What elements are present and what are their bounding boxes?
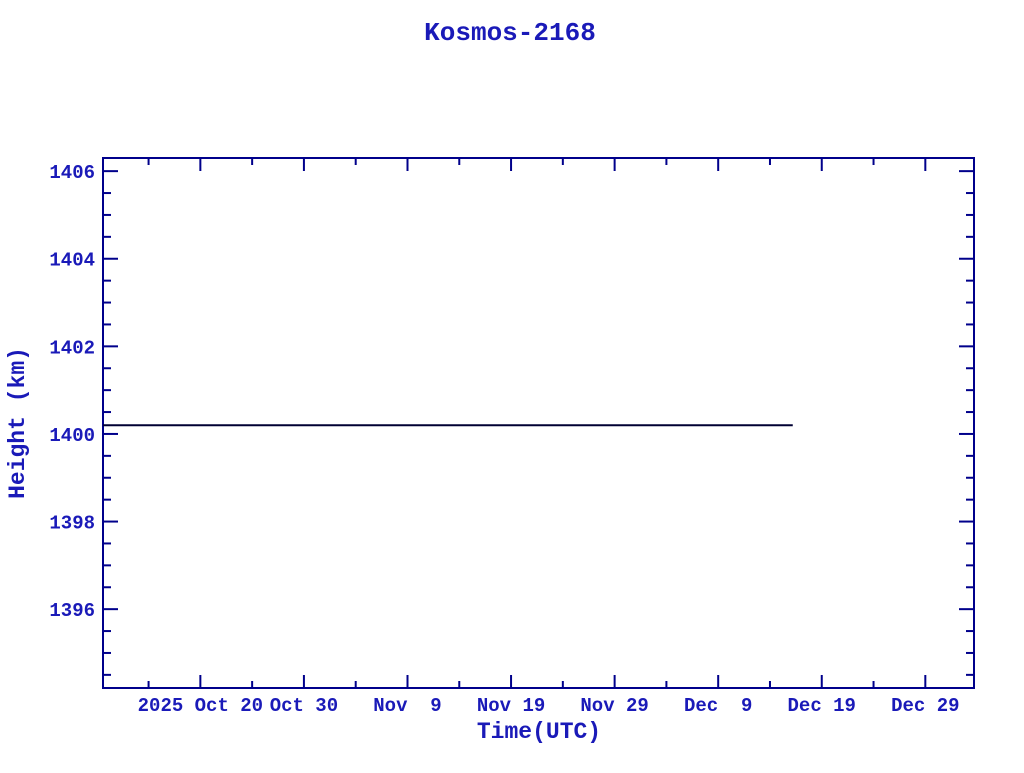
x-tick-label: 2025 Oct 20	[138, 695, 263, 717]
y-tick-label: 1400	[49, 425, 95, 447]
y-tick-label: 1396	[49, 600, 95, 622]
x-tick-label: Nov 19	[477, 695, 545, 717]
y-tick-label: 1398	[49, 513, 95, 535]
y-tick-label: 1402	[49, 337, 95, 359]
x-tick-label: Dec 9	[684, 695, 752, 717]
x-tick-label: Nov 29	[580, 695, 648, 717]
y-tick-label: 1404	[49, 250, 95, 272]
x-tick-label: Dec 19	[788, 695, 856, 717]
x-axis-label: Time(UTC)	[477, 719, 601, 745]
x-tick-label: Dec 29	[891, 695, 959, 717]
y-axis-label: Height (km)	[5, 347, 31, 499]
x-tick-label: Nov 9	[373, 695, 441, 717]
chart-title: Kosmos-2168	[424, 18, 596, 48]
y-tick-label: 1406	[49, 162, 95, 184]
chart-frame	[102, 157, 975, 689]
plot-area: 2025 Oct 20 Oct 30 Nov 9 Nov 19 Nov 29 Dec 9 D…	[49, 157, 975, 717]
x-tick-label: Oct 30	[270, 695, 338, 717]
